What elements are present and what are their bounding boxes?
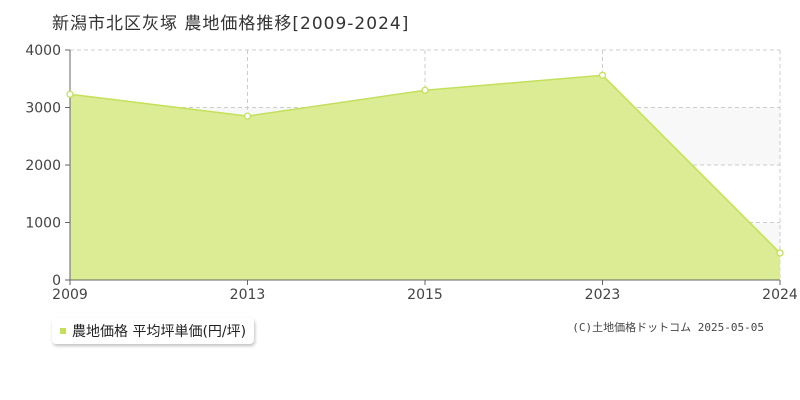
data-point	[776, 249, 784, 257]
y-tick-label: 2000	[25, 158, 61, 174]
x-tick-label: 2023	[585, 287, 621, 303]
series-area	[70, 75, 780, 280]
copyright-credit: (C)土地価格ドットコム 2025-05-05	[572, 321, 764, 334]
y-tick-label: 3000	[25, 101, 61, 117]
x-tick-label: 2009	[52, 287, 88, 303]
y-tick-label: 1000	[25, 216, 61, 232]
data-point	[421, 86, 429, 94]
legend-swatch	[60, 328, 66, 334]
data-point	[243, 112, 252, 120]
legend: 農地価格 平均坪単価(円/坪)	[52, 318, 255, 344]
y-tick-label: 0	[52, 273, 61, 289]
x-tick-label: 2024	[762, 287, 798, 303]
y-tick-label: 4000	[25, 43, 61, 59]
data-point	[598, 71, 607, 79]
x-tick-label: 2015	[407, 287, 443, 303]
data-point	[66, 90, 74, 98]
legend-label: 農地価格 平均坪単価(円/坪)	[72, 324, 247, 340]
chart-title: 新潟市北区灰塚 農地価格推移[2009-2024]	[52, 14, 410, 34]
x-tick-label: 2013	[230, 287, 266, 303]
